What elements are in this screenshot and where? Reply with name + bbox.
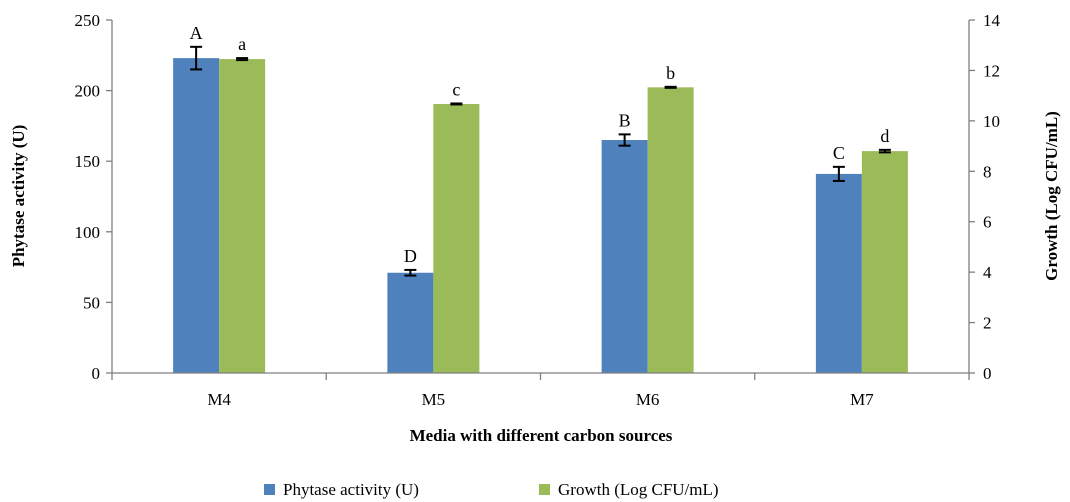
bar-growth-m5 <box>433 103 480 374</box>
x-tick-label-m4: M4 <box>207 390 231 409</box>
error-bar-growth-m4 <box>236 57 249 62</box>
bar-growth-m6 <box>647 87 694 373</box>
bar-phytase-m4 <box>173 58 220 374</box>
y-axis-left-title: Phytase activity (U) <box>9 125 28 268</box>
significance-label-growth-m5: c <box>452 79 460 99</box>
bar-growth-m4 <box>219 59 266 373</box>
error-bar-phytase-m7 <box>832 165 845 182</box>
significance-label-growth-m7: d <box>880 126 889 146</box>
y-left-tick-label: 150 <box>75 152 101 171</box>
legend-swatch-phytase <box>264 484 275 495</box>
x-axis-title: Media with different carbon sources <box>410 426 673 445</box>
x-tick-label-m6: M6 <box>636 390 660 409</box>
legend-label-phytase: Phytase activity (U) <box>283 480 419 499</box>
bar-growth-m7 <box>861 151 908 373</box>
x-tick-label-m5: M5 <box>422 390 446 409</box>
y-left-tick-label: 200 <box>75 82 101 101</box>
y-right-tick-label: 12 <box>983 61 1000 80</box>
error-bar-phytase-m5 <box>404 268 417 277</box>
y-right-tick-label: 4 <box>983 263 992 282</box>
y-left-tick-label: 50 <box>83 293 100 312</box>
bar-phytase-m5 <box>387 272 434 373</box>
error-bar-growth-m5 <box>450 102 463 106</box>
error-bar-phytase-m6 <box>618 133 631 147</box>
plot-area: Aa Dc Bb Cd <box>173 23 908 374</box>
y-right-tick-label: 14 <box>983 11 1001 30</box>
y-right-tick-label: 10 <box>983 112 1000 131</box>
y-left-tick-label: 250 <box>75 11 101 30</box>
y-right-tick-label: 0 <box>983 364 992 383</box>
legend-label-growth: Growth (Log CFU/mL) <box>558 480 719 499</box>
bar-phytase-m6 <box>601 140 648 373</box>
error-bar-phytase-m4 <box>190 45 203 71</box>
significance-label-phytase-m7: C <box>833 143 845 163</box>
legend: Phytase activity (U) Growth (Log CFU/mL) <box>264 480 719 499</box>
y-left-tick-label: 100 <box>75 223 101 242</box>
y-right-tick-label: 6 <box>983 213 992 232</box>
error-bar-growth-m7 <box>878 148 891 154</box>
significance-label-growth-m6: b <box>666 63 675 83</box>
y-axis-right-title: Growth (Log CFU/mL) <box>1042 111 1061 281</box>
bar-phytase-m7 <box>815 173 862 373</box>
significance-label-growth-m4: a <box>238 34 246 54</box>
legend-swatch-growth <box>539 484 550 495</box>
x-tick-label-m7: M7 <box>850 390 874 409</box>
y-right-tick-label: 2 <box>983 314 992 333</box>
y-left-tick-label: 0 <box>92 364 101 383</box>
axes: M4 M5 M6 M7 0 50 100 150 200 250 0 2 4 6 8 10 12 14 <box>75 11 1001 409</box>
significance-label-phytase-m4: A <box>190 23 203 43</box>
significance-label-phytase-m6: B <box>619 110 631 130</box>
error-bar-growth-m6 <box>664 85 677 89</box>
significance-label-phytase-m5: D <box>404 246 417 266</box>
y-right-tick-label: 8 <box>983 162 992 181</box>
